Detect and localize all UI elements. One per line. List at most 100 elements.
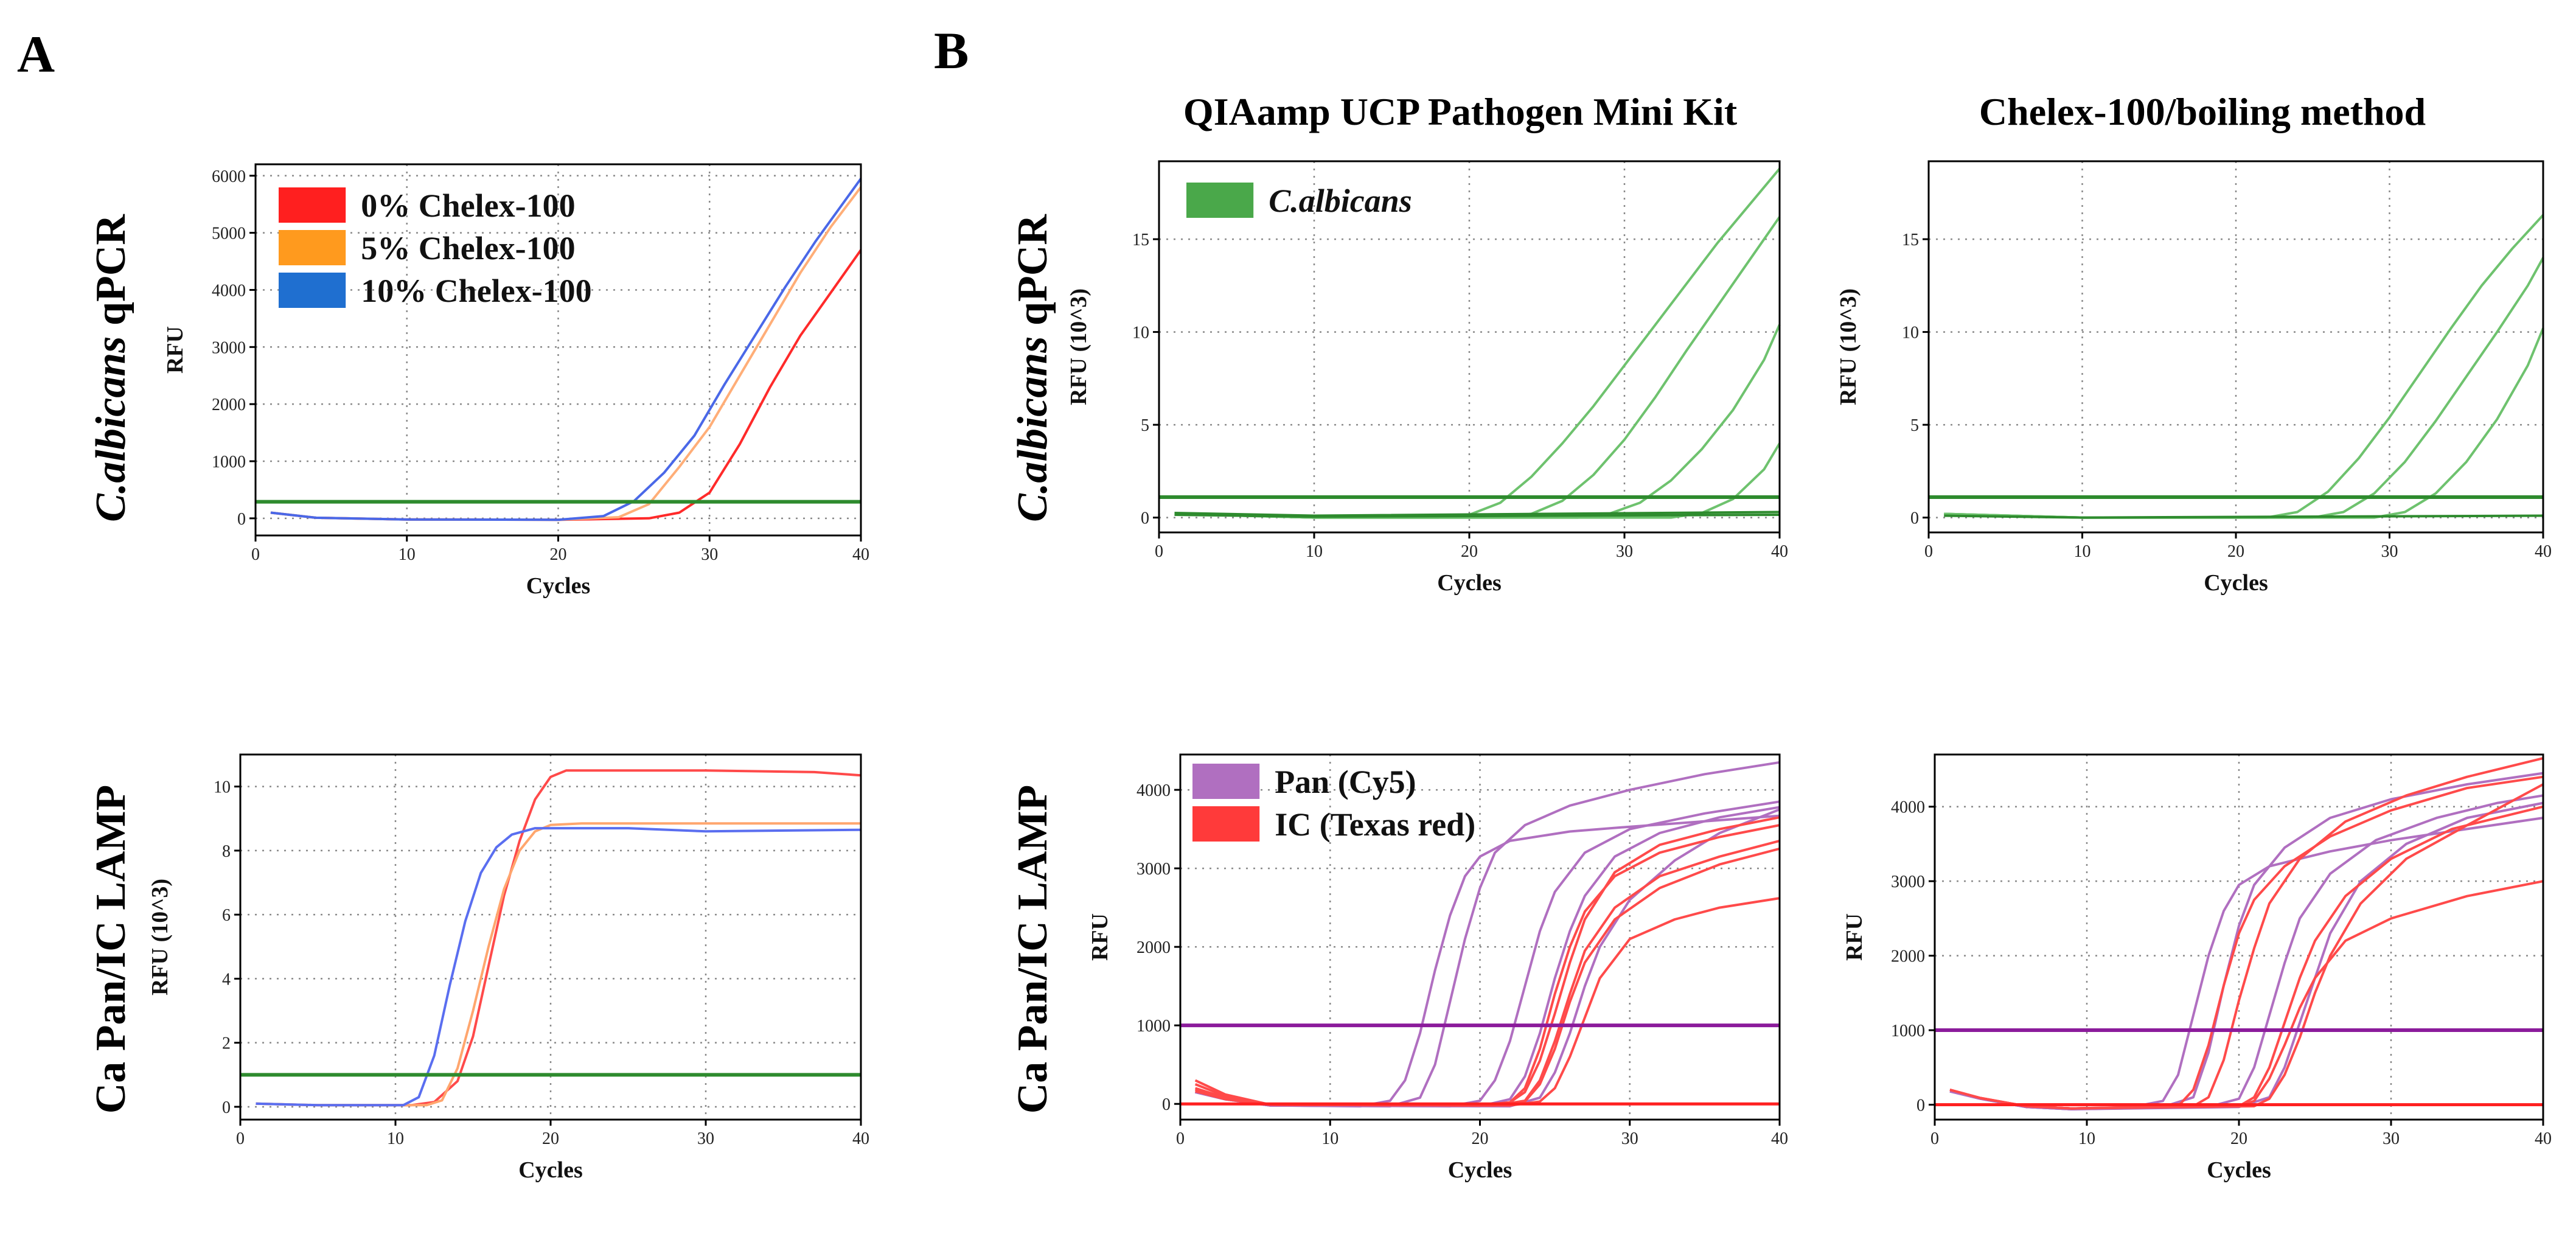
y-tick-label: 1000 bbox=[212, 453, 246, 472]
x-axis-label: Cycles bbox=[1437, 570, 1502, 596]
x-tick-label: 40 bbox=[1771, 1129, 1788, 1148]
column-title-qiaamp: QIAamp UCP Pathogen Mini Kit bbox=[1183, 90, 1738, 133]
x-tick-label: 0 bbox=[1176, 1129, 1185, 1148]
y-tick-label: 0 bbox=[1141, 509, 1149, 528]
y-tick-label: 5 bbox=[1910, 416, 1919, 435]
y-tick-label: 3000 bbox=[212, 338, 246, 357]
legend-label: 5% Chelex-100 bbox=[361, 230, 575, 267]
y-tick-label: 0 bbox=[1162, 1095, 1171, 1114]
y-tick-label: 2000 bbox=[1137, 938, 1171, 957]
plot-area bbox=[1159, 161, 1780, 532]
row-title-rest: qPCR bbox=[1009, 214, 1056, 336]
y-tick-label: 0 bbox=[1910, 509, 1919, 528]
y-tick-label: 3000 bbox=[1137, 860, 1171, 879]
series-line-3 bbox=[256, 827, 862, 1107]
legend-swatch bbox=[279, 273, 346, 308]
x-tick-label: 30 bbox=[1621, 1129, 1638, 1148]
y-tick-label: 4 bbox=[222, 970, 231, 989]
legend-label: C.albicans bbox=[1269, 183, 1412, 219]
x-tick-label: 30 bbox=[1616, 542, 1633, 561]
y-tick-label: 4000 bbox=[1891, 798, 1925, 817]
series-line-9 bbox=[1949, 783, 2544, 1110]
y-tick-label: 0 bbox=[222, 1098, 231, 1117]
row-title-rest: qPCR bbox=[88, 214, 134, 336]
chart-a-bottom-lamp: 0 10 20 30 40 0 2 4 6 8 10 Cycles RFU (10^3) bbox=[147, 753, 869, 1183]
panel-label-a: A bbox=[17, 25, 55, 83]
y-tick-label: 10 bbox=[214, 778, 231, 797]
row-title-italic: C.albicans bbox=[88, 336, 134, 521]
y-axis-label: RFU (10^3) bbox=[147, 879, 173, 995]
x-tick-label: 10 bbox=[387, 1129, 404, 1148]
row-title-calbicans-qpcr-a: C.albicans qPCR bbox=[88, 214, 134, 522]
y-axis-label: RFU bbox=[1842, 913, 1867, 961]
x-tick-label: 30 bbox=[2383, 1129, 2400, 1148]
chart-b-top-chelex: 0 10 20 30 40 0 5 10 15 Cycles RFU (10^3) bbox=[1836, 160, 2552, 596]
x-tick-label: 40 bbox=[2535, 542, 2552, 561]
chart-a-top-qpcr: 0 10 20 30 40 0 1000 2000 3000 4000 5000 6000 Cycles… bbox=[162, 163, 869, 599]
y-tick-label: 10 bbox=[1132, 324, 1149, 343]
x-axis-label: Cycles bbox=[518, 1157, 583, 1183]
x-tick-label: 40 bbox=[1771, 542, 1788, 561]
y-axis-label: RFU bbox=[162, 326, 188, 374]
y-tick-label: 6 bbox=[222, 906, 231, 925]
y-tick-label: 5000 bbox=[212, 225, 246, 243]
x-axis-label: Cycles bbox=[526, 573, 591, 599]
y-tick-label: 15 bbox=[1132, 231, 1149, 249]
x-tick-label: 40 bbox=[852, 1129, 869, 1148]
y-tick-label: 0 bbox=[237, 510, 246, 529]
legend-label: 0% Chelex-100 bbox=[361, 187, 575, 224]
x-tick-label: 10 bbox=[2074, 542, 2091, 561]
x-tick-label: 30 bbox=[2381, 542, 2398, 561]
chart-b-bottom-qiaamp: 0 10 20 30 40 0 1000 2000 3000 4000 Cycles RFU Pan (… bbox=[1087, 753, 1788, 1183]
y-tick-label: 0 bbox=[1916, 1096, 1925, 1115]
x-tick-label: 20 bbox=[1461, 542, 1478, 561]
y-tick-label: 6000 bbox=[212, 167, 246, 186]
x-tick-label: 30 bbox=[697, 1129, 714, 1148]
x-tick-label: 0 bbox=[236, 1129, 245, 1148]
legend-label: 10% Chelex-100 bbox=[361, 273, 591, 309]
series-line-2 bbox=[256, 822, 861, 1107]
series-line-3 bbox=[270, 178, 862, 521]
x-axis-label: Cycles bbox=[2207, 1157, 2271, 1183]
x-tick-label: 10 bbox=[399, 545, 416, 564]
legend-swatch bbox=[1186, 183, 1254, 218]
legend-swatch bbox=[279, 230, 346, 265]
y-tick-label: 3000 bbox=[1891, 873, 1925, 891]
y-tick-label: 5 bbox=[1141, 416, 1149, 435]
row-title-lamp-b: Ca Pan/IC LAMP bbox=[1009, 785, 1056, 1114]
chart-b-top-qiaamp: 0 10 20 30 40 0 5 10 15 Cycles RFU (10^3) C.albican… bbox=[1066, 160, 1788, 596]
legend-label: IC (Texas red) bbox=[1275, 806, 1475, 843]
x-tick-label: 10 bbox=[1321, 1129, 1338, 1148]
x-tick-label: 40 bbox=[852, 545, 869, 564]
x-tick-label: 0 bbox=[251, 545, 260, 564]
row-title-calbicans-qpcr-b: C.albicans qPCR bbox=[1009, 214, 1056, 522]
x-tick-label: 20 bbox=[542, 1129, 559, 1148]
y-tick-label: 8 bbox=[222, 842, 231, 861]
x-tick-label: 20 bbox=[2230, 1129, 2247, 1148]
x-tick-label: 40 bbox=[2535, 1129, 2552, 1148]
y-tick-label: 2000 bbox=[212, 396, 246, 414]
y-axis-label: RFU bbox=[1087, 913, 1113, 961]
y-tick-label: 1000 bbox=[1137, 1017, 1171, 1036]
y-tick-label: 1000 bbox=[1891, 1022, 1925, 1041]
x-tick-label: 10 bbox=[2078, 1129, 2095, 1148]
y-tick-label: 15 bbox=[1902, 231, 1919, 249]
y-tick-label: 2000 bbox=[1891, 947, 1925, 966]
x-tick-label: 0 bbox=[1924, 542, 1933, 561]
y-tick-label: 4000 bbox=[212, 281, 246, 300]
legend-swatch bbox=[279, 187, 346, 223]
plot-area bbox=[1929, 161, 2543, 532]
x-tick-label: 30 bbox=[701, 545, 718, 564]
x-tick-label: 0 bbox=[1155, 542, 1163, 561]
x-tick-label: 20 bbox=[550, 545, 567, 564]
y-tick-label: 10 bbox=[1902, 324, 1919, 343]
x-tick-label: 20 bbox=[2227, 542, 2244, 561]
series-line-4 bbox=[1944, 514, 2544, 519]
row-title-italic: C.albicans bbox=[1009, 336, 1056, 521]
row-title-lamp-a: Ca Pan/IC LAMP bbox=[88, 785, 134, 1114]
column-title-chelex: Chelex-100/boiling method bbox=[1979, 90, 2426, 133]
y-tick-label: 2 bbox=[222, 1034, 231, 1053]
legend-swatch bbox=[1192, 764, 1260, 799]
legend-swatch bbox=[1192, 806, 1260, 842]
